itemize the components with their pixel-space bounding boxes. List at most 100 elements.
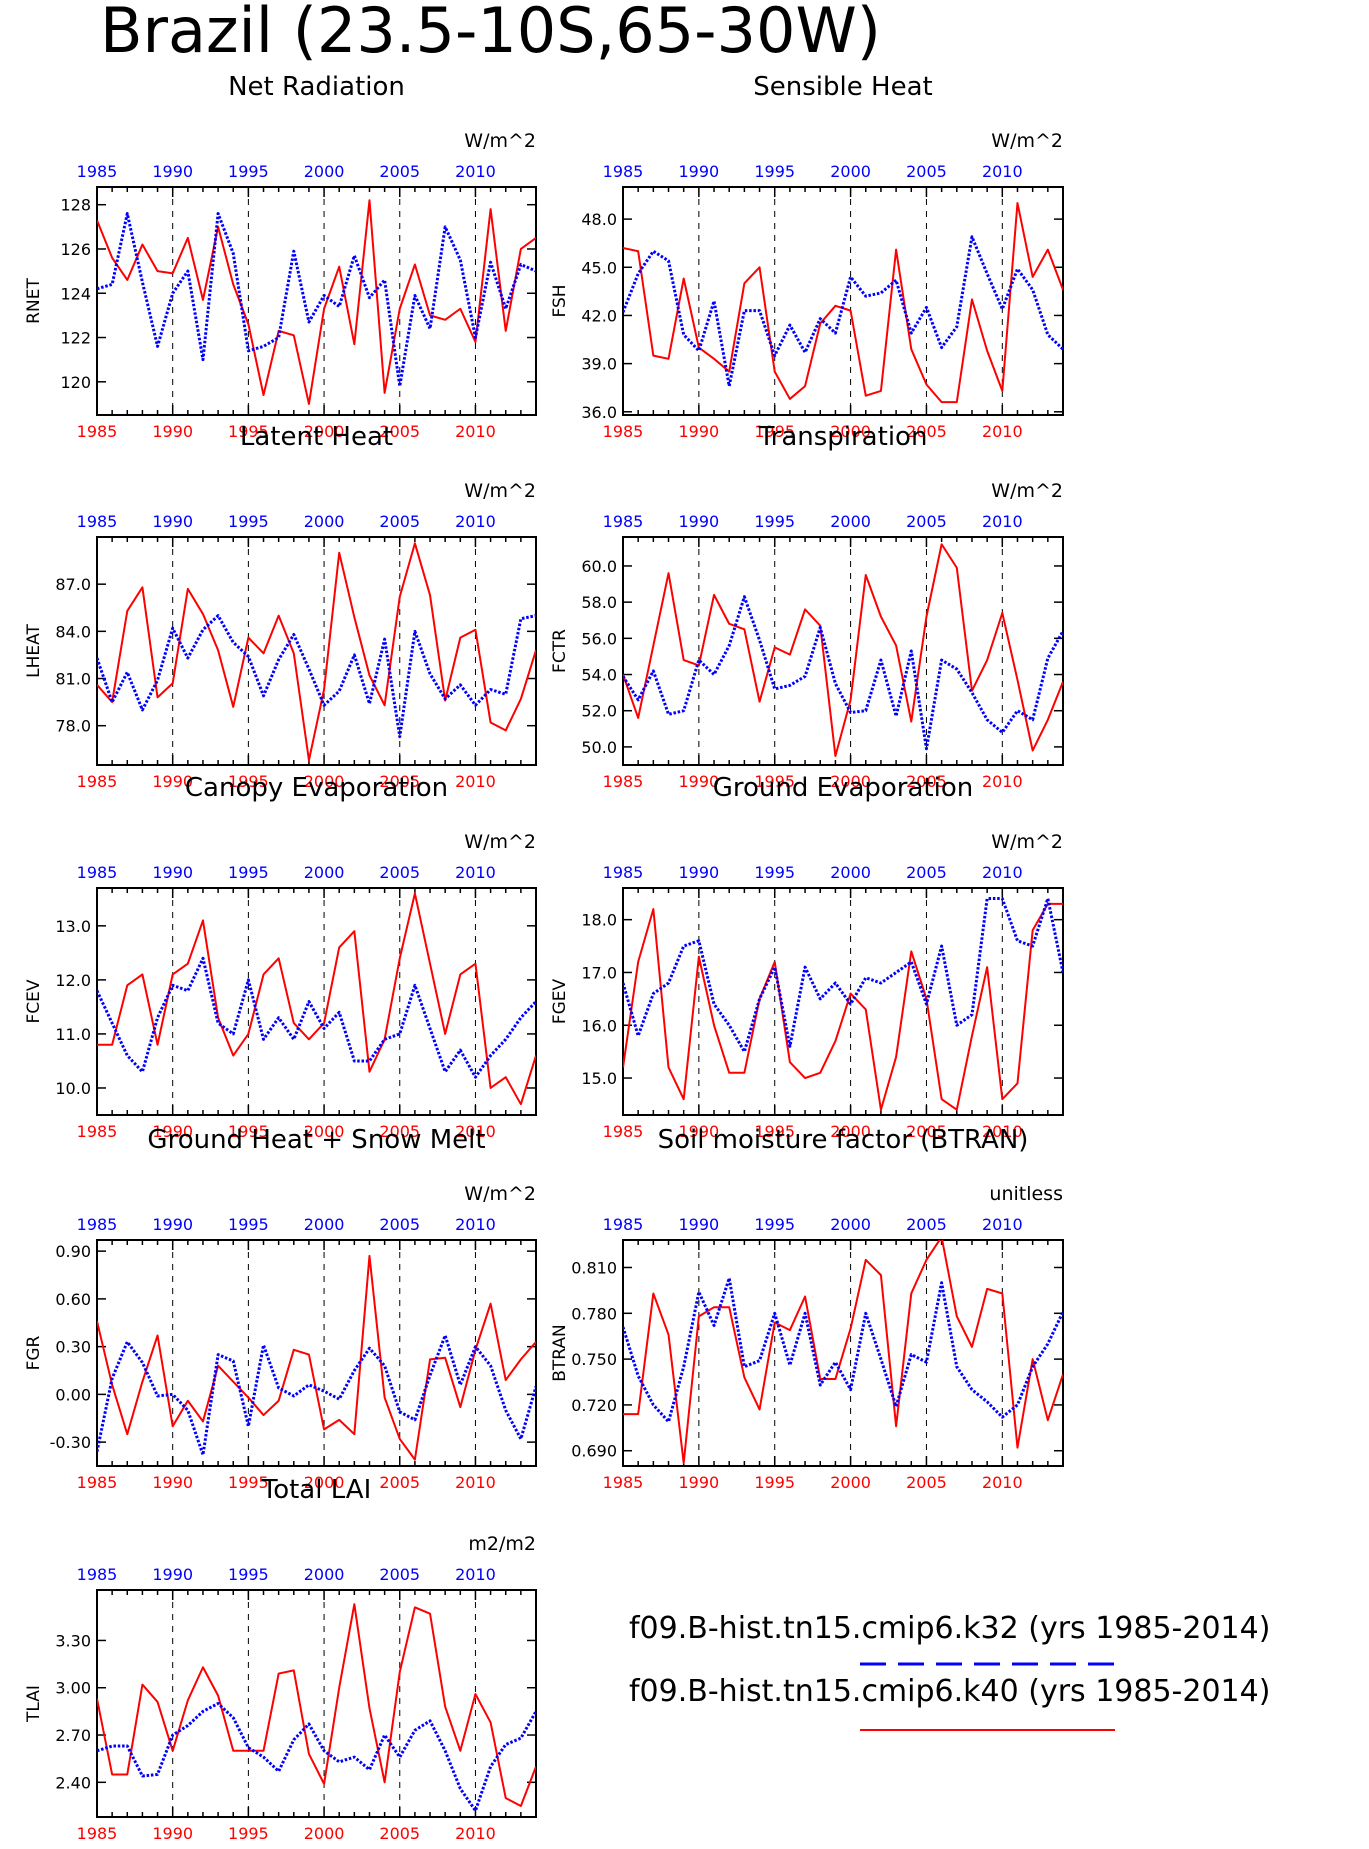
y-tick-label: 11.0 (55, 1025, 91, 1044)
x-tick-label-top: 1990 (679, 863, 720, 882)
x-tick-label-top: 2010 (982, 1215, 1023, 1234)
x-tick-label-top: 2000 (304, 1215, 345, 1234)
series-line-k40 (97, 892, 536, 1106)
y-tick-label: 128 (60, 196, 91, 215)
x-tick-label-bottom: 1985 (603, 422, 644, 441)
y-tick-label: 42.0 (581, 306, 617, 325)
x-tick-label-top: 1995 (228, 162, 269, 181)
x-tick-label-bottom: 2005 (379, 1473, 420, 1492)
x-tick-label-bottom: 1990 (152, 1122, 193, 1141)
x-tick-label-top: 2000 (304, 162, 345, 181)
y-tick-label: 0.00 (55, 1385, 91, 1404)
x-tick-label-bottom: 1995 (754, 422, 795, 441)
x-tick-label-top: 2000 (830, 1215, 871, 1234)
panel-8: Total LAI m2/m2 TLAI 1985 1990 1995 2000 2005 20… (24, 1475, 537, 1843)
units-label: unitless (989, 1183, 1063, 1205)
x-tick-label-top: 1985 (77, 1215, 118, 1234)
x-tick-label-bottom: 1995 (228, 772, 269, 791)
x-tick-label-top: 2000 (830, 512, 871, 531)
units-label: m2/m2 (468, 1533, 536, 1555)
x-tick-label-bottom: 2000 (830, 422, 871, 441)
series-line-k32 (623, 897, 1063, 1054)
y-tick-label: 2.40 (55, 1773, 91, 1792)
x-tick-label-bottom: 2010 (455, 1473, 496, 1492)
y-tick-label: 3.30 (55, 1631, 91, 1650)
x-tick-label-bottom: 2000 (304, 1824, 345, 1843)
x-tick-label-top: 1990 (152, 512, 193, 531)
y-tick-label: 48.0 (581, 210, 617, 229)
x-tick-label-top: 1990 (152, 1565, 193, 1584)
x-tick-label-top: 1995 (754, 512, 795, 531)
x-tick-label-bottom: 2005 (379, 1122, 420, 1141)
panel-title: Sensible Heat (753, 72, 932, 102)
x-tick-label-top: 2005 (379, 162, 420, 181)
panel-title: Transpiration (758, 422, 928, 452)
y-axis-label: FSH (550, 284, 570, 317)
y-axis-label: TLAI (24, 1685, 44, 1723)
x-tick-label-top: 2010 (455, 512, 496, 531)
x-tick-label-top: 2010 (455, 1215, 496, 1234)
x-tick-label-bottom: 2000 (304, 422, 345, 441)
legend: f09.B-hist.tn15.cmip6.k32 (yrs 1985-2014… (629, 1611, 1270, 1731)
x-tick-label-bottom: 2010 (455, 1824, 496, 1843)
x-tick-label-top: 2000 (830, 863, 871, 882)
y-axis-label: LHEAT (24, 624, 44, 678)
x-tick-label-top: 1995 (754, 162, 795, 181)
x-tick-label-bottom: 1985 (77, 1473, 118, 1492)
panel-title: Ground Heat + Snow Melt (147, 1125, 485, 1155)
x-tick-label-top: 1995 (228, 1565, 269, 1584)
units-label: W/m^2 (991, 130, 1063, 152)
x-tick-label-top: 2000 (304, 863, 345, 882)
x-tick-label-bottom: 1990 (679, 1122, 720, 1141)
x-tick-label-bottom: 2005 (906, 1473, 947, 1492)
y-tick-label: 126 (60, 240, 91, 259)
series-line-k32 (623, 1276, 1063, 1424)
x-tick-label-bottom: 1990 (679, 1473, 720, 1492)
panel-6: Ground Heat + Snow Melt W/m^2 FGR 1985 1990 1… (24, 1125, 537, 1492)
series-line-k32 (97, 212, 536, 388)
x-tick-label-top: 1985 (603, 512, 644, 531)
x-tick-label-top: 2005 (906, 1215, 947, 1234)
x-tick-label-bottom: 1985 (77, 772, 118, 791)
x-tick-label-top: 2005 (906, 162, 947, 181)
x-tick-label-bottom: 2000 (304, 1122, 345, 1141)
x-tick-label-bottom: 1985 (77, 1122, 118, 1141)
y-tick-label: 58.0 (581, 593, 617, 612)
x-tick-label-top: 2010 (982, 863, 1023, 882)
panel-title: Latent Heat (240, 422, 393, 452)
x-tick-label-top: 2010 (982, 512, 1023, 531)
x-tick-label-bottom: 2005 (379, 422, 420, 441)
x-tick-label-top: 2010 (982, 162, 1023, 181)
series-line-k40 (623, 543, 1063, 757)
x-tick-label-bottom: 2005 (379, 1824, 420, 1843)
x-tick-label-bottom: 1995 (754, 1122, 795, 1141)
y-tick-label: 87.0 (55, 575, 91, 594)
y-tick-label: 0.780 (571, 1304, 617, 1323)
series-line-k32 (97, 1702, 536, 1813)
x-tick-label-bottom: 1990 (679, 772, 720, 791)
x-tick-label-top: 2000 (304, 512, 345, 531)
x-tick-label-bottom: 2010 (982, 1122, 1023, 1141)
panel-3: Transpiration W/m^2 FCTR 1985 1990 1995 2000 20… (550, 422, 1064, 791)
x-tick-label-top: 1985 (77, 1565, 118, 1584)
x-tick-label-bottom: 2010 (455, 772, 496, 791)
y-tick-label: 45.0 (581, 258, 617, 277)
units-label: W/m^2 (464, 130, 536, 152)
y-tick-label: 3.00 (55, 1679, 91, 1698)
y-axis-label: FGEV (550, 978, 570, 1024)
y-tick-label: 0.750 (571, 1350, 617, 1369)
panel-title: Net Radiation (228, 72, 405, 102)
x-tick-label-top: 2005 (379, 512, 420, 531)
legend-label: f09.B-hist.tn15.cmip6.k40 (yrs 1985-2014… (629, 1674, 1270, 1709)
x-tick-label-top: 1995 (228, 1215, 269, 1234)
x-tick-label-bottom: 1990 (152, 1473, 193, 1492)
x-tick-label-bottom: 2000 (830, 1122, 871, 1141)
plot-frame (96, 186, 537, 416)
y-tick-label: 81.0 (55, 670, 91, 689)
x-tick-label-bottom: 1990 (152, 1824, 193, 1843)
y-tick-label: 15.0 (581, 1069, 617, 1088)
y-axis-label: FGR (24, 1335, 44, 1370)
x-tick-label-bottom: 2005 (906, 772, 947, 791)
y-tick-label: 60.0 (581, 557, 617, 576)
